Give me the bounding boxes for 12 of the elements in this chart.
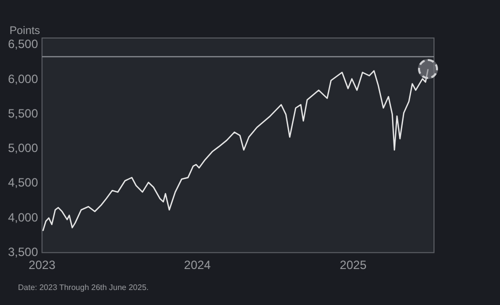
x-tick-label: 2024	[184, 258, 212, 272]
text: Date: 2023 Through 26th June 2025.	[18, 283, 149, 292]
y-tick-label: 4,000	[8, 210, 38, 224]
y-tick-label: 6,000	[8, 72, 38, 86]
y-tick-label: 6,500	[8, 37, 38, 52]
y-tick-label: 5,000	[8, 141, 38, 156]
y-axis-title: Points	[9, 25, 41, 37]
y-tick-label: 5,500	[8, 106, 38, 120]
y-tick-label: 4,500	[8, 176, 38, 190]
y-tick-label: 3,500	[8, 244, 38, 259]
x-tick-label: 2025	[340, 258, 367, 272]
x-tick-label: 2023	[28, 258, 56, 272]
